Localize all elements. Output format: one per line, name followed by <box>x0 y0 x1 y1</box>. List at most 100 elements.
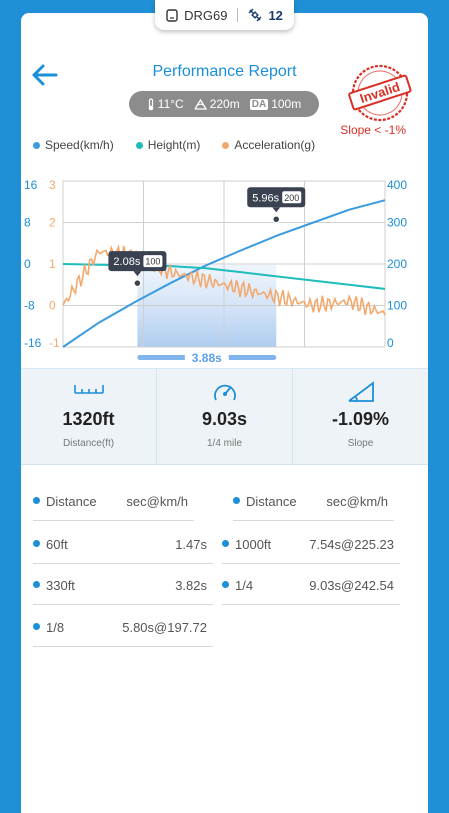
series-line-acceleration <box>62 244 386 316</box>
marker-badge-label: 100 <box>145 257 160 267</box>
table-header-cell: Distance sec@km/h <box>233 480 394 521</box>
temperature-item: 11°C <box>147 97 184 111</box>
speedometer-icon <box>213 384 236 401</box>
bullet-dot <box>33 581 40 588</box>
bullet-dot <box>33 540 40 547</box>
conditions-pill: 11°C 220m DA 100m <box>129 91 319 117</box>
legend-dot-speed <box>33 141 40 149</box>
speed-axis-tick: -16 <box>24 336 42 350</box>
row-name: 1/8 <box>46 620 65 635</box>
header-name: Distance <box>46 494 97 509</box>
series-line-speed <box>62 199 386 348</box>
device-name: DRG69 <box>184 7 228 23</box>
table-row: 1/4 9.03s@242.54 <box>222 564 400 605</box>
slope-icon <box>347 381 374 402</box>
legend-label-speed: Speed(km/h) <box>45 138 114 152</box>
table-row: 330ft 3.82s <box>33 564 213 605</box>
row-name: 1/4 <box>235 578 254 593</box>
stat-label-time: 1/4 mile <box>206 438 242 449</box>
divider <box>237 8 239 22</box>
table-header-cell: Distance sec@km/h <box>33 480 194 521</box>
speed-marker-point[interactable] <box>271 215 281 224</box>
mountain-icon <box>194 98 207 110</box>
page-title: Performance Report <box>152 63 297 80</box>
chart-legend: Speed(km/h) Height(m) Acceleration(g) <box>33 138 413 152</box>
interval-label-bg <box>184 350 229 365</box>
row-name: 1000ft <box>235 537 272 552</box>
marker-time-label: 2.08s <box>113 256 140 268</box>
row-value: 7.54s@225.23 <box>309 537 394 552</box>
back-arrow-icon[interactable] <box>30 60 60 90</box>
header-name: Distance <box>246 494 297 509</box>
row-value: 5.80s@197.72 <box>122 620 207 635</box>
density-altitude-value: 100m <box>271 97 302 111</box>
da-badge: DA <box>249 98 269 110</box>
bullet-dot <box>222 540 229 547</box>
row-value: 1.47s <box>175 537 207 552</box>
marker-badge-label: 200 <box>284 193 299 203</box>
table-row: 1000ft 7.54s@225.23 <box>222 523 400 564</box>
interval-label: 3.88s <box>192 351 222 365</box>
satellite-icon <box>248 8 262 22</box>
marker-badge <box>282 191 302 204</box>
acceleration-axis-tick: -1 <box>49 336 60 350</box>
bullet-dot <box>233 497 240 504</box>
marker-callout-pointer <box>133 271 142 277</box>
table-row: 60ft 1.47s <box>33 523 213 564</box>
height-axis-tick: 400 <box>387 178 407 192</box>
bullet-dot <box>33 497 40 504</box>
stat-time: 9.03s 1/4 mile <box>157 369 293 465</box>
stat-value-time: 9.03s <box>201 409 248 429</box>
row-name: 60ft <box>46 537 68 552</box>
altitude-value: 220m <box>209 97 240 111</box>
height-axis-tick: 0 <box>387 336 394 350</box>
bullet-dot <box>222 581 229 588</box>
bullet-dot <box>33 623 40 630</box>
marker-time-label: 5.96s <box>252 192 279 204</box>
slope-warning: Slope < -1% <box>340 123 406 137</box>
legend-label-height: Height(m) <box>147 138 201 152</box>
height-axis-tick: 100 <box>387 299 407 313</box>
header-value: sec@km/h <box>126 494 188 509</box>
density-altitude-item: DA 100m <box>249 97 302 111</box>
legend-item-acceleration[interactable]: Acceleration(g) <box>222 138 315 152</box>
speed-axis-tick: 8 <box>24 216 31 230</box>
legend-item-speed[interactable]: Speed(km/h) <box>33 138 114 152</box>
speed-axis-tick: 16 <box>24 178 38 192</box>
speed-axis-tick: 0 <box>24 257 31 271</box>
legend-dot-height <box>135 141 143 149</box>
acceleration-axis-tick: 2 <box>49 216 56 230</box>
acceleration-axis-tick: 3 <box>49 178 56 192</box>
row-name: 330ft <box>46 578 75 593</box>
stats-band: 1320ft Distance(ft) 9.03s 1/4 mile -1.09… <box>21 368 428 465</box>
marker-badge <box>143 255 163 268</box>
performance-chart[interactable]: 16 8 0 -8 -16 3 2 1 0 -1 400 300 200 100 0 2.08s 100 5.96… <box>0 160 449 370</box>
ruler-icon <box>73 385 104 394</box>
device-icon <box>166 8 178 22</box>
device-status-pill[interactable]: DRG69 12 <box>155 0 294 30</box>
table-row: 1/8 5.80s@197.72 <box>33 606 213 647</box>
height-axis-tick: 300 <box>387 216 407 230</box>
temperature-value: 11°C <box>157 97 184 111</box>
speed-marker-point[interactable] <box>133 278 142 288</box>
stat-label-distance: Distance(ft) <box>62 438 115 449</box>
stat-label-slope: Slope <box>347 438 374 449</box>
stat-distance: 1320ft Distance(ft) <box>21 369 157 465</box>
header-value: sec@km/h <box>326 494 388 509</box>
acceleration-axis-tick: 1 <box>49 257 56 271</box>
height-axis-tick: 200 <box>387 257 407 271</box>
stat-slope: -1.09% Slope <box>293 369 428 465</box>
invalid-stamp: Invalid <box>348 64 412 122</box>
acceleration-axis-tick: 0 <box>49 299 56 313</box>
row-value: 3.82s <box>175 578 207 593</box>
legend-dot-acceleration <box>222 141 230 149</box>
legend-item-height[interactable]: Height(m) <box>135 138 201 152</box>
marker-callout-pointer <box>272 207 281 213</box>
row-value: 9.03s@242.54 <box>309 578 394 593</box>
stat-value-distance: 1320ft <box>62 409 115 429</box>
speed-axis-tick: -8 <box>24 299 35 313</box>
thermometer-icon <box>148 97 154 110</box>
stat-value-slope: -1.09% <box>331 409 390 429</box>
satellite-count: 12 <box>268 7 283 23</box>
altitude-item: 220m <box>194 97 240 111</box>
